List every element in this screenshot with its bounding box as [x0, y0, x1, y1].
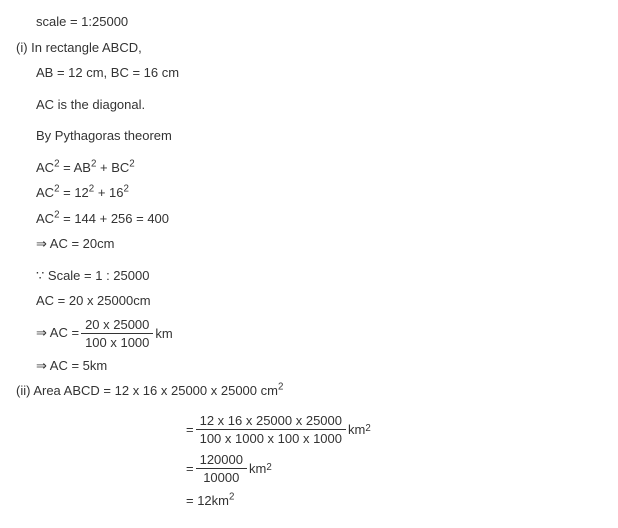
area-result-line: = 12km2	[186, 491, 602, 511]
scale-line: scale = 1:25000	[36, 12, 602, 32]
area-frac2-num: 120000	[196, 452, 247, 469]
area-eq2: =	[186, 461, 194, 476]
part2-text: (ii) Area ABCD = 12 x 16 x 25000 x 25000…	[16, 383, 278, 398]
eq2-plus: + 16	[94, 185, 123, 200]
ac-frac-num: 20 x 25000	[81, 317, 153, 334]
eq3-line: AC2 = 144 + 256 = 400	[36, 209, 602, 229]
ac-diag-text: AC is the diagonal.	[36, 97, 145, 112]
ab-bc-text: AB = 12 cm, BC = 16 cm	[36, 65, 179, 80]
area-fraction2: 120000 10000	[196, 452, 247, 485]
part2-line: (ii) Area ABCD = 12 x 16 x 25000 x 25000…	[16, 381, 602, 401]
ac-scale-line: AC = 20 x 25000cm	[36, 291, 602, 311]
area-eq1: =	[186, 422, 194, 437]
eq2-ac: AC	[36, 185, 54, 200]
area-frac2-line: = 120000 10000 km2	[186, 452, 602, 485]
ab-bc-line: AB = 12 cm, BC = 16 cm	[36, 63, 602, 83]
area-result-text: = 12km	[186, 493, 229, 508]
scale-text: scale = 1:25000	[36, 14, 128, 29]
ac-frac-pre: ⇒ AC =	[36, 325, 79, 341]
area-frac2-den: 10000	[196, 469, 247, 485]
ac-frac-line: ⇒ AC = 20 x 25000 100 x 1000 km	[36, 317, 602, 350]
eq1-eq: = AB	[60, 160, 91, 175]
eq4-line: ⇒ AC = 20cm	[36, 234, 602, 254]
eq2-eq: = 12	[60, 185, 89, 200]
ac-frac-unit: km	[155, 326, 172, 341]
pythagoras-line: By Pythagoras theorem	[36, 126, 602, 146]
area-frac1-line: = 12 x 16 x 25000 x 25000 100 x 1000 x 1…	[186, 413, 602, 446]
part1-label: (i)	[16, 40, 31, 55]
area-result-sup: 2	[229, 491, 234, 502]
area-frac1-den: 100 x 1000 x 100 x 1000	[196, 430, 346, 446]
scale2-line: ∵ Scale = 1 : 25000	[36, 266, 602, 286]
ac-scale-text: AC = 20 x 25000cm	[36, 293, 151, 308]
area-fraction1: 12 x 16 x 25000 x 25000 100 x 1000 x 100…	[196, 413, 346, 446]
eq1-ac: AC	[36, 160, 54, 175]
ac-frac-den: 100 x 1000	[81, 334, 153, 350]
eq4-text: ⇒ AC = 20cm	[36, 236, 114, 251]
eq1-plus: + BC	[96, 160, 129, 175]
eq3-ac: AC	[36, 211, 54, 226]
ac-result-text: ⇒ AC = 5km	[36, 358, 107, 373]
eq2-line: AC2 = 122 + 162	[36, 183, 602, 203]
pythagoras-text: By Pythagoras theorem	[36, 128, 172, 143]
area-km2-2: km	[249, 461, 266, 476]
area-km2-1: km	[348, 422, 365, 437]
eq1-sup3: 2	[129, 158, 134, 169]
eq1-line: AC2 = AB2 + BC2	[36, 158, 602, 178]
ac-fraction: 20 x 25000 100 x 1000	[81, 317, 153, 350]
part1-intro: In rectangle ABCD,	[31, 40, 142, 55]
ac-result-line: ⇒ AC = 5km	[36, 356, 602, 376]
ac-diag-line: AC is the diagonal.	[36, 95, 602, 115]
eq3-text: = 144 + 256 = 400	[60, 211, 170, 226]
eq2-sup3: 2	[124, 184, 129, 195]
scale2-text: Scale = 1 : 25000	[44, 268, 149, 283]
part2-sup: 2	[278, 382, 283, 393]
area-frac1-num: 12 x 16 x 25000 x 25000	[196, 413, 346, 430]
part1-line: (i) In rectangle ABCD,	[16, 38, 602, 58]
